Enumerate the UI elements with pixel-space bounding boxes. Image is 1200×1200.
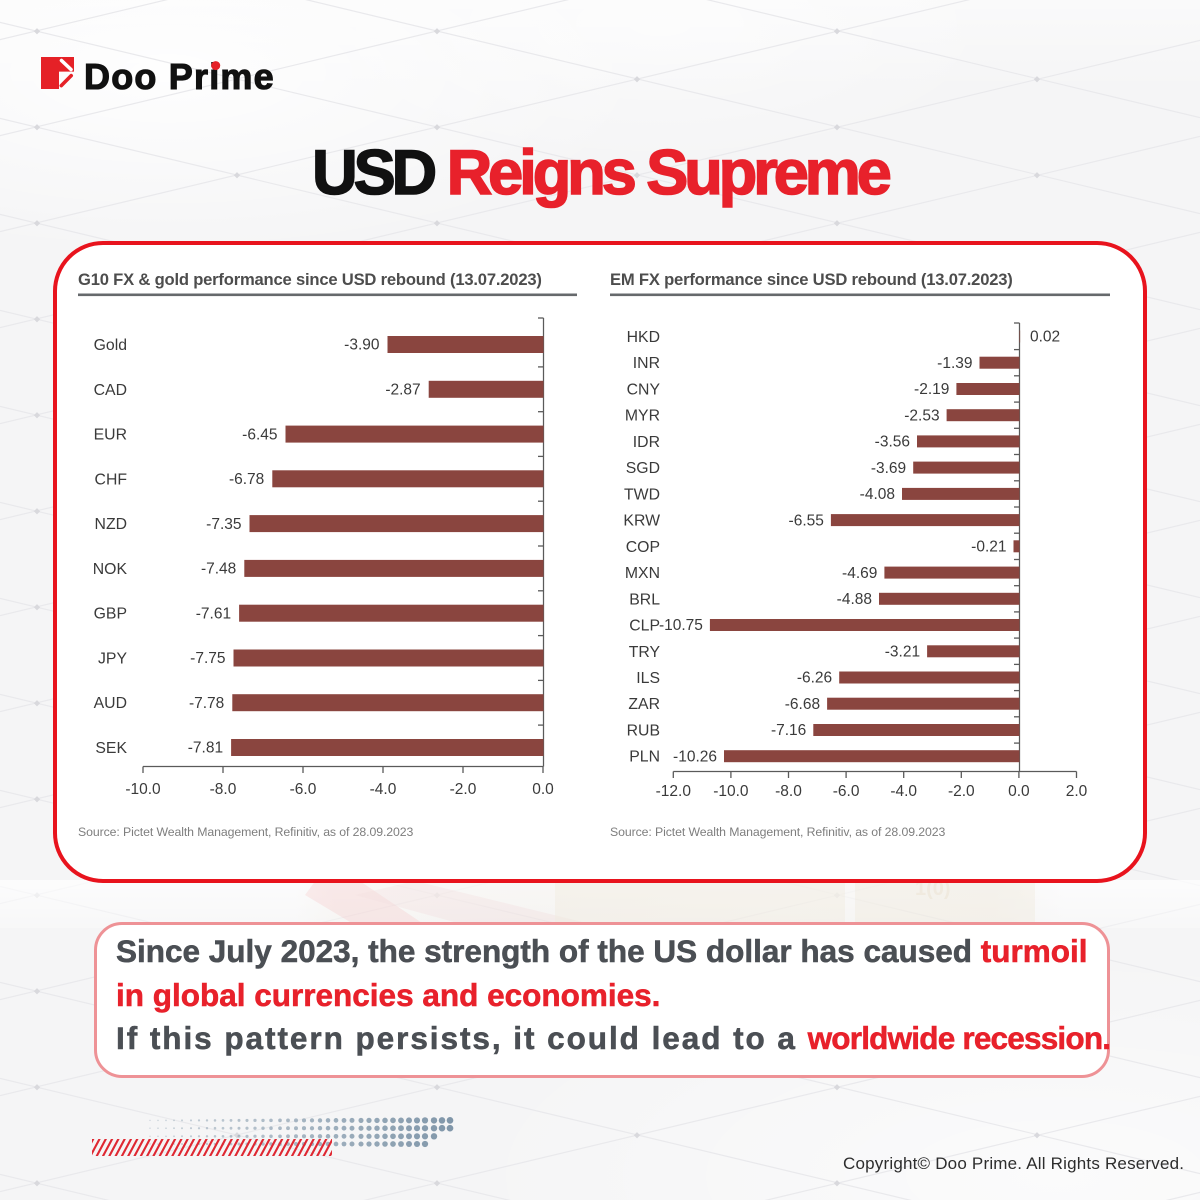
- svg-text:IDR: IDR: [633, 434, 660, 451]
- svg-text:-1.39: -1.39: [937, 355, 972, 372]
- svg-text:0.02: 0.02: [1030, 329, 1060, 346]
- svg-text:-6.78: -6.78: [229, 471, 264, 488]
- svg-text:-7.35: -7.35: [206, 516, 241, 533]
- svg-text:COP: COP: [626, 539, 660, 556]
- svg-text:TWD: TWD: [624, 486, 660, 503]
- svg-text:-2.0: -2.0: [450, 781, 477, 798]
- svg-text:-6.68: -6.68: [785, 696, 820, 713]
- svg-text:HKD: HKD: [627, 329, 660, 346]
- svg-text:RUB: RUB: [627, 723, 660, 740]
- svg-text:KRW: KRW: [623, 513, 660, 530]
- svg-text:TRY: TRY: [629, 644, 661, 661]
- svg-text:CNY: CNY: [627, 382, 661, 399]
- svg-text:-6.45: -6.45: [242, 426, 277, 443]
- svg-text:MXN: MXN: [625, 565, 660, 582]
- svg-text:CAD: CAD: [94, 382, 127, 399]
- svg-text:SGD: SGD: [626, 460, 660, 477]
- svg-text:-8.0: -8.0: [210, 781, 237, 798]
- svg-text:-6.0: -6.0: [833, 783, 860, 800]
- svg-text:-7.48: -7.48: [201, 561, 236, 578]
- svg-text:AUD: AUD: [94, 695, 127, 712]
- svg-text:2.0: 2.0: [1066, 783, 1088, 800]
- svg-text:Source: Pictet Wealth Manageme: Source: Pictet Wealth Management, Refini…: [78, 825, 413, 839]
- svg-text:-7.75: -7.75: [190, 650, 225, 667]
- svg-text:-10.0: -10.0: [713, 783, 749, 800]
- svg-text:-4.08: -4.08: [860, 486, 895, 503]
- svg-text:-3.69: -3.69: [871, 460, 906, 477]
- svg-text:G10 FX & gold performance sinc: G10 FX & gold performance since USD rebo…: [78, 270, 542, 289]
- svg-text:BRL: BRL: [629, 591, 660, 608]
- svg-text:-2.19: -2.19: [914, 381, 949, 398]
- svg-text:Gold: Gold: [94, 337, 127, 354]
- svg-text:0.0: 0.0: [532, 781, 554, 798]
- svg-text:-6.26: -6.26: [797, 670, 832, 687]
- svg-text:EM FX performance since USD re: EM FX performance since USD rebound (13.…: [610, 270, 1013, 289]
- svg-text:-4.69: -4.69: [842, 565, 877, 582]
- svg-text:-8.0: -8.0: [775, 783, 802, 800]
- svg-text:ZAR: ZAR: [628, 696, 660, 713]
- svg-text:INR: INR: [633, 355, 660, 372]
- svg-text:1(0): 1(0): [915, 878, 951, 900]
- svg-text:-4.0: -4.0: [370, 781, 397, 798]
- svg-text:-7.78: -7.78: [189, 695, 224, 712]
- svg-text:-6.0: -6.0: [290, 781, 317, 798]
- svg-text:CHF: CHF: [95, 471, 128, 488]
- svg-text:-2.53: -2.53: [904, 407, 939, 424]
- svg-text:MYR: MYR: [625, 408, 660, 425]
- svg-text:-2.0: -2.0: [948, 783, 975, 800]
- svg-text:-0.21: -0.21: [971, 539, 1006, 556]
- svg-text:-3.21: -3.21: [885, 644, 920, 661]
- svg-text:CLP: CLP: [629, 618, 660, 635]
- svg-text:PLN: PLN: [629, 749, 660, 766]
- svg-text:NOK: NOK: [93, 561, 128, 578]
- svg-text:-7.81: -7.81: [188, 740, 223, 757]
- svg-text:ILS: ILS: [636, 670, 660, 687]
- svg-text:-7.61: -7.61: [196, 605, 231, 622]
- svg-text:-3.56: -3.56: [875, 434, 910, 451]
- svg-text:-4.88: -4.88: [837, 591, 872, 608]
- svg-text:-2.87: -2.87: [385, 382, 420, 399]
- svg-text:EUR: EUR: [94, 427, 127, 444]
- svg-text:SEK: SEK: [95, 740, 127, 757]
- svg-text:-3.90: -3.90: [344, 337, 380, 354]
- svg-text:NZD: NZD: [95, 516, 127, 533]
- svg-text:Doo Prime: Doo Prime: [84, 56, 275, 97]
- svg-text:-10.26: -10.26: [673, 748, 717, 765]
- svg-text:-12.0: -12.0: [656, 783, 692, 800]
- svg-text:0.0: 0.0: [1008, 783, 1030, 800]
- svg-text:-6.55: -6.55: [789, 512, 824, 529]
- svg-text:GBP: GBP: [94, 606, 127, 623]
- svg-text:-10.75: -10.75: [659, 617, 703, 634]
- svg-text:-4.0: -4.0: [890, 783, 917, 800]
- svg-text:JPY: JPY: [98, 651, 127, 668]
- svg-text:-7.16: -7.16: [771, 722, 806, 739]
- svg-text:Source: Pictet Wealth Manageme: Source: Pictet Wealth Management, Refini…: [610, 825, 945, 839]
- svg-text:-10.0: -10.0: [125, 781, 161, 798]
